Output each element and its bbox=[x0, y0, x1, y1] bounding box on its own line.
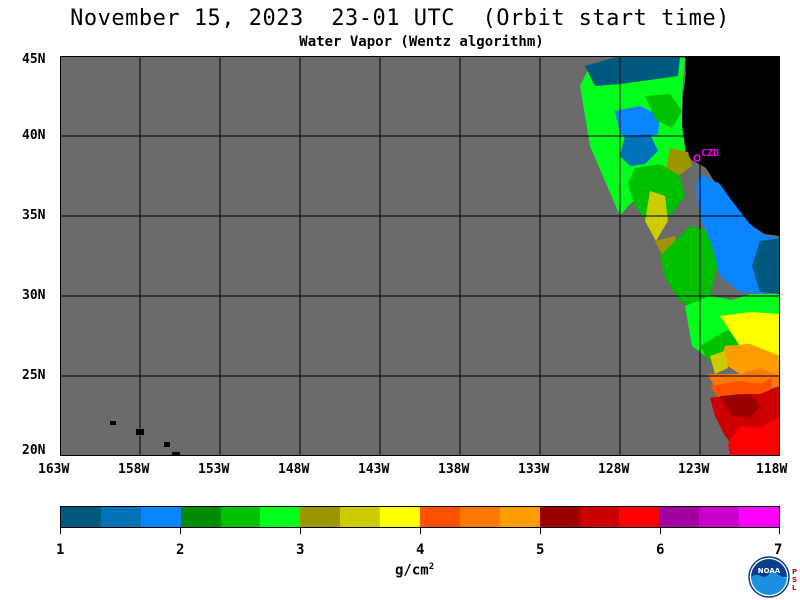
colorbar-swatch-5 bbox=[220, 507, 261, 527]
colorbar-swatch-18 bbox=[739, 507, 780, 527]
colorbar-label-3: 3 bbox=[296, 542, 305, 558]
station-marker bbox=[693, 154, 701, 162]
units-label: g/cm2 bbox=[395, 562, 434, 579]
colorbar-swatch-12 bbox=[499, 507, 540, 527]
colorbar-swatch-16 bbox=[659, 507, 700, 527]
chart-title: November 15, 2023 23-01 UTC (Orbit start… bbox=[70, 6, 730, 31]
colorbar-label-1: 1 bbox=[56, 542, 65, 558]
colorbar-tick bbox=[60, 528, 61, 534]
colorbar-swatch-1 bbox=[61, 507, 101, 527]
water-vapor-swath bbox=[580, 56, 780, 456]
colorbar-swatch-17 bbox=[699, 507, 740, 527]
lat-label-30n: 30N bbox=[22, 288, 46, 303]
lon-label-163w: 163W bbox=[38, 462, 70, 477]
colorbar-tick bbox=[300, 528, 301, 534]
noaa-logo: NOAA bbox=[748, 556, 790, 598]
color-scale-bar bbox=[60, 506, 780, 528]
lon-label-148w: 148W bbox=[278, 462, 310, 477]
chart-subtitle: Water Vapor (Wentz algorithm) bbox=[299, 34, 544, 50]
colorbar-swatch-11 bbox=[459, 507, 500, 527]
colorbar-swatch-15 bbox=[619, 507, 660, 527]
lon-label-153w: 153W bbox=[198, 462, 230, 477]
colorbar-label-4: 4 bbox=[416, 542, 425, 558]
units-exponent: 2 bbox=[428, 562, 435, 572]
water-vapor-map: CZD bbox=[60, 56, 780, 456]
lat-label-40n: 40N bbox=[22, 128, 46, 143]
logo-text: NOAA bbox=[758, 567, 781, 575]
colorbar-tick bbox=[420, 528, 421, 534]
lon-label-143w: 143W bbox=[358, 462, 390, 477]
colorbar-swatch-9 bbox=[380, 507, 421, 527]
colorbar-swatch-4 bbox=[180, 507, 221, 527]
colorbar-tick bbox=[180, 528, 181, 534]
lon-label-118w: 118W bbox=[756, 462, 788, 477]
colorbar-swatch-6 bbox=[260, 507, 301, 527]
colorbar-tick bbox=[540, 528, 541, 534]
land-mass bbox=[682, 56, 780, 236]
colorbar-swatch-8 bbox=[340, 507, 381, 527]
lat-label-35n: 35N bbox=[22, 208, 46, 223]
map-border bbox=[60, 56, 780, 456]
colorbar-tick bbox=[660, 528, 661, 534]
units-base: g/cm bbox=[395, 562, 429, 579]
colorbar-tick bbox=[779, 528, 780, 534]
colorbar-label-6: 6 bbox=[656, 542, 665, 558]
station-label: CZD bbox=[701, 148, 719, 159]
lat-label-20n: 20N bbox=[22, 443, 46, 458]
lon-label-128w: 128W bbox=[598, 462, 630, 477]
lon-label-123w: 123W bbox=[678, 462, 710, 477]
colorbar-swatch-7 bbox=[300, 507, 341, 527]
psl-side-text: PSL bbox=[792, 568, 798, 592]
lat-label-45n: 45N bbox=[22, 52, 46, 67]
colorbar-swatch-3 bbox=[140, 507, 181, 527]
lon-label-158w: 158W bbox=[118, 462, 150, 477]
lon-label-138w: 138W bbox=[438, 462, 470, 477]
colorbar-label-2: 2 bbox=[176, 542, 185, 558]
colorbar-swatch-13 bbox=[539, 507, 580, 527]
colorbar-swatch-2 bbox=[100, 507, 141, 527]
grid-lines bbox=[60, 56, 780, 456]
colorbar-label-5: 5 bbox=[536, 542, 545, 558]
colorbar-swatch-10 bbox=[420, 507, 460, 527]
lon-label-133w: 133W bbox=[518, 462, 550, 477]
lat-label-25n: 25N bbox=[22, 368, 46, 383]
colorbar-swatch-14 bbox=[579, 507, 620, 527]
colorbar-label-7: 7 bbox=[774, 542, 783, 558]
